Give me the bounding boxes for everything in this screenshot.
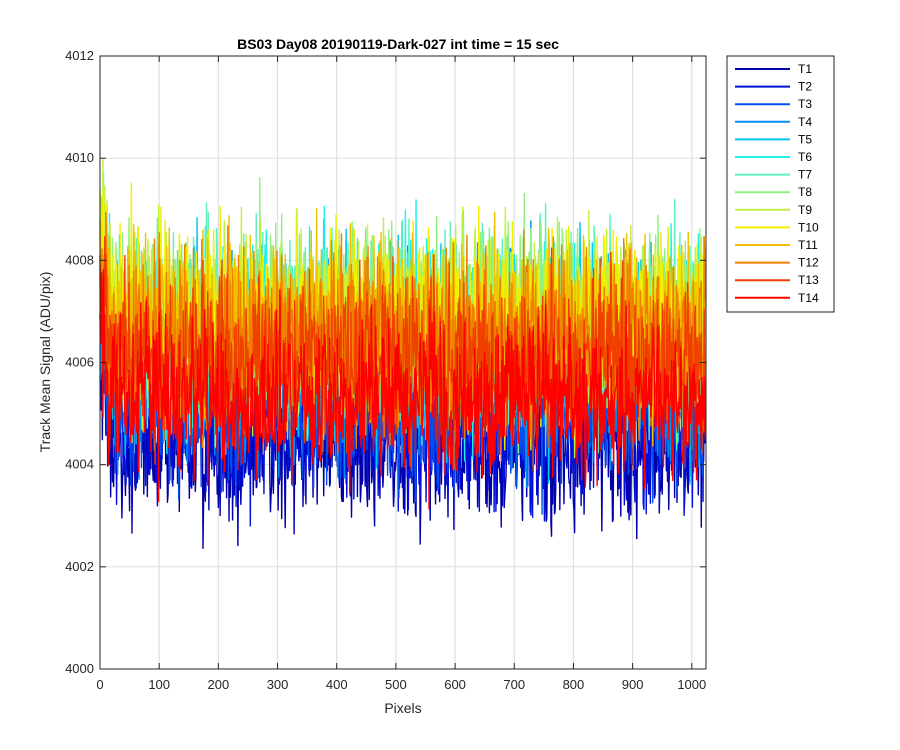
y-tick-label: 4000 [65,661,94,676]
legend-entry-label: T8 [798,185,812,199]
legend-entry-label: T14 [798,291,819,305]
y-tick-label: 4010 [65,150,94,165]
legend-entry-label: T4 [798,115,812,129]
x-axis-label: Pixels [384,700,421,716]
series-layer [99,158,707,550]
legend-entry-label: T12 [798,256,819,270]
x-tick-label: 200 [208,677,230,692]
legend-entry-label: T10 [798,220,819,234]
x-tick-label: 100 [148,677,170,692]
x-tick-label: 500 [385,677,407,692]
x-tick-label: 800 [563,677,585,692]
legend: T1 T2 T3 T4 T5 T6 T7 T8 T9 T10 T11 T12 T13 T14 [726,55,835,313]
x-axis-ticks: 0 100 200 300 400 500 600 700 800 900 1000 [96,56,706,692]
legend-entry-label: T2 [798,80,812,94]
chart-title: BS03 Day08 20190119-Dark-027 int time = … [237,36,559,52]
y-tick-label: 4004 [65,457,94,472]
y-tick-label: 4012 [65,48,94,63]
y-tick-label: 4008 [65,252,94,267]
series-line-t14 [99,255,707,510]
x-tick-label: 0 [96,677,103,692]
legend-entry-label: T5 [798,132,812,146]
y-tick-label: 4002 [65,559,94,574]
legend-entry-label: T3 [798,97,812,111]
y-tick-label: 4006 [65,355,94,370]
x-tick-label: 300 [267,677,289,692]
x-tick-label: 600 [444,677,466,692]
legend-entry-label: T7 [798,168,812,182]
x-tick-label: 400 [326,677,348,692]
legend-entry-label: T11 [798,238,818,252]
y-axis-label: Track Mean Signal (ADU/pix) [37,272,53,453]
x-tick-label: 1000 [677,677,706,692]
x-tick-label: 700 [503,677,525,692]
legend-entry-label: T9 [798,203,812,217]
y-axis-ticks: 4000 4002 4004 4006 4008 4010 4012 [65,48,706,676]
legend-entry-label: T1 [798,62,812,76]
legend-box [726,55,835,313]
legend-entry-label: T6 [798,150,812,164]
x-tick-label: 900 [622,677,644,692]
legend-entry-label: T13 [798,273,819,287]
